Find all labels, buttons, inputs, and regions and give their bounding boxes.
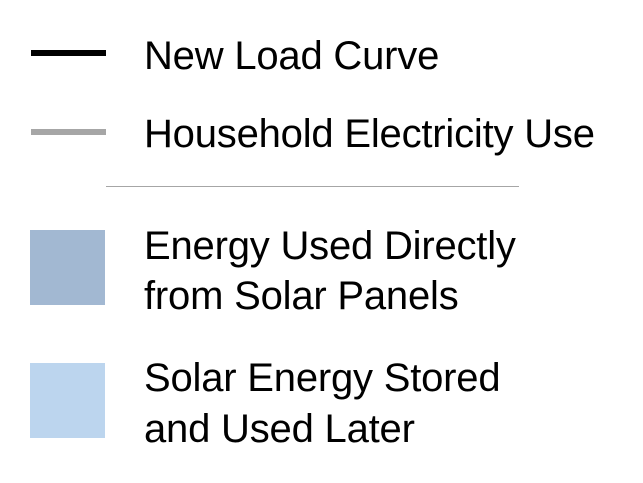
legend-label-household-electricity-use: Household Electricity Use — [144, 112, 595, 156]
legend-label-solar-energy-stored-line2: and Used Later — [144, 407, 415, 451]
legend-label-new-load-curve: New Load Curve — [144, 34, 440, 78]
legend-label-solar-energy-stored-line1: Solar Energy Stored — [144, 356, 501, 400]
legend-swatch-solar-energy-stored — [30, 363, 105, 438]
legend-label-energy-used-directly-line1: Energy Used Directly — [144, 224, 516, 268]
legend-divider — [106, 186, 519, 187]
legend-swatch-new-load-curve — [31, 50, 106, 56]
legend-swatch-energy-used-directly — [30, 230, 105, 305]
legend-label-energy-used-directly-line2: from Solar Panels — [144, 274, 459, 318]
legend-swatch-household-electricity-use — [31, 129, 106, 135]
